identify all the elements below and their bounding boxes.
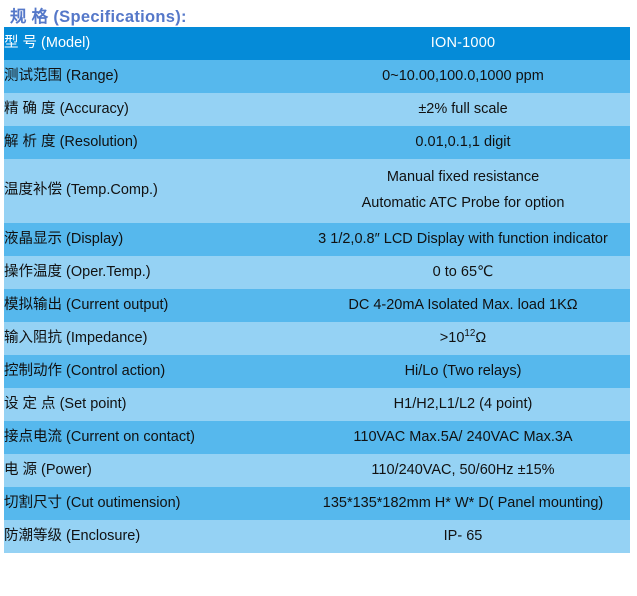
header-value-model: ION-1000 [296, 27, 630, 60]
row-value-resolution: 0.01,0.1,1 digit [296, 126, 630, 159]
row-value-current-output: DC 4-20mA Isolated Max. load 1KΩ [296, 289, 630, 322]
table-header-row: 型 号 (Model) ION-1000 [4, 27, 630, 60]
table-row: 输入阻抗 (Impedance) >1012Ω [4, 322, 630, 355]
table-row: 精 确 度 (Accuracy) ±2% full scale [4, 93, 630, 126]
row-value-temp-comp: Manual fixed resistance Automatic ATC Pr… [296, 159, 630, 223]
row-label-control-action: 控制动作 (Control action) [4, 355, 296, 388]
row-label-oper-temp: 操作温度 (Oper.Temp.) [4, 256, 296, 289]
impedance-suffix: Ω [475, 329, 487, 346]
row-label-cut-outimension: 切割尺寸 (Cut outimension) [4, 487, 296, 520]
row-value-temp-comp-line2: Automatic ATC Probe for option [361, 195, 565, 211]
table-row: 温度补偿 (Temp.Comp.) Manual fixed resistanc… [4, 159, 630, 223]
row-value-current-on-contact: 110VAC Max.5A/ 240VAC Max.3A [296, 421, 630, 454]
row-label-power: 电 源 (Power) [4, 454, 296, 487]
row-value-range: 0~10.00,100.0,1000 ppm [296, 60, 630, 93]
table-row: 设 定 点 (Set point) H1/H2,L1/L2 (4 point) [4, 388, 630, 421]
row-value-accuracy: ±2% full scale [296, 93, 630, 126]
row-label-enclosure: 防潮等级 (Enclosure) [4, 520, 296, 553]
row-label-current-output: 模拟输出 (Current output) [4, 289, 296, 322]
page-title: 规 格 (Specifications): [10, 8, 187, 26]
row-label-impedance: 输入阻抗 (Impedance) [4, 322, 296, 355]
table-row: 切割尺寸 (Cut outimension) 135*135*182mm H* … [4, 487, 630, 520]
row-value-control-action: Hi/Lo (Two relays) [296, 355, 630, 388]
specifications-table: 型 号 (Model) ION-1000 测试范围 (Range) 0~10.0… [4, 27, 630, 553]
table-row: 接点电流 (Current on contact) 110VAC Max.5A/… [4, 421, 630, 454]
table-row: 操作温度 (Oper.Temp.) 0 to 65℃ [4, 256, 630, 289]
table-row: 解 析 度 (Resolution) 0.01,0.1,1 digit [4, 126, 630, 159]
row-value-temp-comp-line1: Manual fixed resistance [386, 169, 540, 186]
table-row: 测试范围 (Range) 0~10.00,100.0,1000 ppm [4, 60, 630, 93]
row-value-enclosure: IP- 65 [296, 520, 630, 553]
row-value-set-point: H1/H2,L1/L2 (4 point) [296, 388, 630, 421]
table-row: 模拟输出 (Current output) DC 4-20mA Isolated… [4, 289, 630, 322]
row-value-impedance: >1012Ω [296, 322, 630, 355]
row-label-current-on-contact: 接点电流 (Current on contact) [4, 421, 296, 454]
table-row: 防潮等级 (Enclosure) IP- 65 [4, 520, 630, 553]
row-value-power: 110/240VAC, 50/60Hz ±15% [296, 454, 630, 487]
row-label-resolution: 解 析 度 (Resolution) [4, 126, 296, 159]
row-label-set-point: 设 定 点 (Set point) [4, 388, 296, 421]
row-label-accuracy: 精 确 度 (Accuracy) [4, 93, 296, 126]
table-row: 液晶显示 (Display) 3 1/2,0.8″ LCD Display wi… [4, 223, 630, 256]
table-row: 电 源 (Power) 110/240VAC, 50/60Hz ±15% [4, 454, 630, 487]
impedance-exponent: 12 [464, 327, 476, 339]
table-row: 控制动作 (Control action) Hi/Lo (Two relays) [4, 355, 630, 388]
row-value-display: 3 1/2,0.8″ LCD Display with function ind… [296, 223, 630, 256]
row-label-range: 测试范围 (Range) [4, 60, 296, 93]
row-label-temp-comp: 温度补偿 (Temp.Comp.) [4, 159, 296, 223]
row-value-oper-temp: 0 to 65℃ [296, 256, 630, 289]
row-value-cut-outimension: 135*135*182mm H* W* D( Panel mounting) [296, 487, 630, 520]
row-label-display: 液晶显示 (Display) [4, 223, 296, 256]
impedance-prefix: >10 [439, 329, 465, 346]
header-label-model: 型 号 (Model) [4, 27, 296, 60]
